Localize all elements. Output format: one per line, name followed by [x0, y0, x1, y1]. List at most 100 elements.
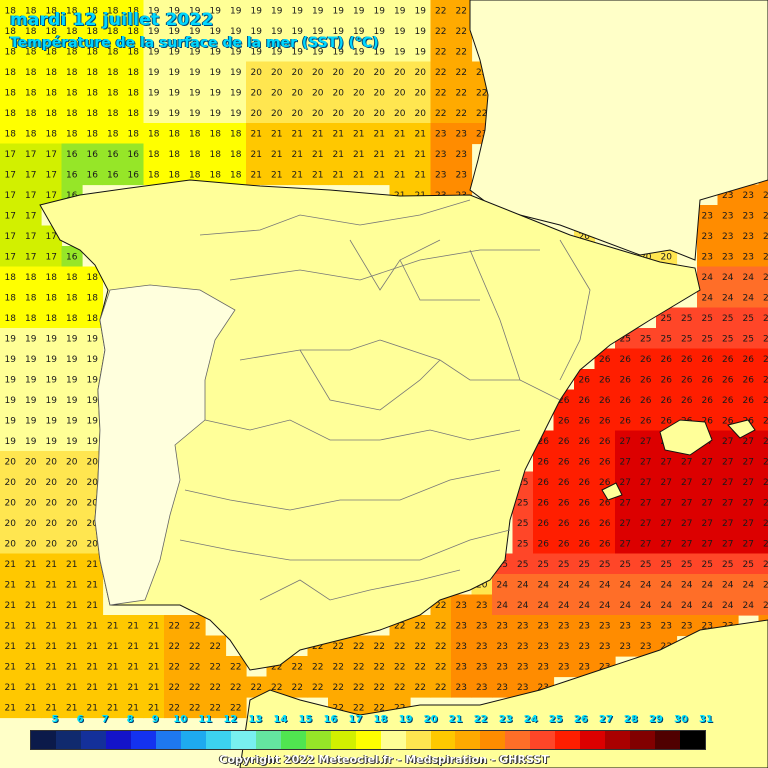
sst-value-label: 17: [5, 191, 16, 201]
sst-cell: [0, 82, 22, 104]
sst-value-label: 23: [558, 642, 569, 652]
sst-value-label: 17: [25, 232, 36, 242]
sst-cell: [656, 348, 678, 370]
sst-value-label: 19: [169, 6, 181, 16]
sst-value-label: 19: [66, 437, 78, 447]
sst-value-label: 19: [169, 68, 181, 78]
sst-cell: [184, 102, 206, 124]
sst-value-label: 20: [87, 478, 99, 488]
sst-cell: [656, 471, 678, 493]
sst-cell: [738, 246, 760, 268]
sst-cell: [0, 369, 22, 391]
sst-cell: [656, 574, 678, 596]
sst-value-label: 21: [271, 150, 282, 160]
sst-value-label: 25: [722, 334, 733, 344]
legend-swatch: [605, 731, 631, 749]
sst-value-label: 19: [271, 6, 283, 16]
sst-value-label: 21: [107, 683, 118, 693]
sst-value-label: 21: [87, 560, 98, 570]
sst-cell: [61, 0, 83, 22]
legend-swatch: [280, 731, 306, 749]
sst-cell: [246, 102, 268, 124]
sst-value-label: 27: [763, 478, 768, 488]
sst-value-label: 27: [763, 498, 768, 508]
sst-cell: [635, 471, 657, 493]
sst-cell: [738, 328, 760, 350]
sst-value-label: 21: [251, 170, 262, 180]
sst-value-label: 19: [312, 27, 324, 37]
sst-cell: [225, 164, 247, 186]
sst-value-label: 19: [25, 416, 37, 426]
sst-value-label: 26: [620, 396, 632, 406]
sst-value-label: 26: [661, 355, 673, 365]
sst-cell: [82, 574, 104, 596]
sst-value-label: 21: [46, 601, 57, 611]
sst-cell: [574, 430, 596, 452]
sst-value-label: 25: [702, 314, 713, 324]
sst-value-label: 19: [374, 47, 386, 57]
sst-value-label: 22: [435, 6, 446, 16]
sst-cell: [697, 246, 719, 268]
sst-value-label: 26: [620, 375, 632, 385]
sst-value-label: 24: [722, 293, 734, 303]
sst-cell: [615, 574, 637, 596]
sst-cell: [758, 512, 768, 534]
sst-value-label: 24: [497, 580, 509, 590]
sst-value-label: 18: [87, 68, 99, 78]
sst-value-label: 21: [128, 683, 139, 693]
sst-cell: [635, 574, 657, 596]
sst-cell: [348, 143, 370, 165]
sst-value-label: 24: [579, 580, 591, 590]
sst-cell: [697, 389, 719, 411]
legend-bar: [30, 730, 706, 750]
sst-cell: [61, 328, 83, 350]
sst-value-label: 26: [763, 355, 768, 365]
sst-value-label: 26: [579, 498, 591, 508]
sst-value-label: 27: [702, 539, 713, 549]
sst-cell: [123, 102, 145, 124]
sst-cell: [266, 143, 288, 165]
legend-swatch: [555, 731, 581, 749]
sst-value-label: 18: [5, 273, 17, 283]
sst-value-label: 21: [353, 150, 364, 160]
sst-value-label: 20: [5, 457, 17, 467]
sst-value-label: 26: [579, 437, 591, 447]
sst-value-label: 20: [66, 539, 78, 549]
sst-value-label: 25: [620, 334, 631, 344]
sst-cell: [697, 369, 719, 391]
sst-value-label: 26: [763, 375, 768, 385]
sst-cell: [20, 266, 42, 288]
sst-value-label: 18: [5, 68, 17, 78]
sst-cell: [348, 82, 370, 104]
sst-value-label: 21: [66, 621, 77, 631]
sst-value-label: 19: [189, 68, 201, 78]
sst-value-label: 26: [599, 355, 611, 365]
sst-value-label: 24: [702, 580, 714, 590]
sst-cell: [369, 143, 391, 165]
sst-value-label: 21: [148, 683, 159, 693]
sst-cell: [287, 123, 309, 145]
sst-value-label: 18: [169, 150, 181, 160]
sst-value-label: 21: [107, 662, 118, 672]
sst-cell: [717, 471, 739, 493]
sst-cell: [82, 61, 104, 83]
sst-cell: [143, 0, 165, 22]
sst-value-label: 26: [681, 396, 693, 406]
sst-value-label: 20: [5, 539, 17, 549]
sst-value-label: 18: [66, 88, 78, 98]
sst-value-label: 18: [46, 314, 58, 324]
sst-value-label: 18: [87, 314, 99, 324]
sst-cell: [717, 389, 739, 411]
sst-value-label: 21: [128, 621, 139, 631]
sst-cell: [717, 533, 739, 555]
sst-value-label: 26: [579, 539, 591, 549]
sst-cell: [61, 61, 83, 83]
sst-value-label: 25: [681, 560, 692, 570]
sst-cell: [307, 20, 329, 42]
legend-swatch: [205, 731, 231, 749]
sst-cell: [574, 512, 596, 534]
sst-value-label: 18: [66, 6, 78, 16]
legend-swatch: [580, 731, 606, 749]
sst-value-label: 23: [763, 232, 768, 242]
sst-cell: [82, 143, 104, 165]
